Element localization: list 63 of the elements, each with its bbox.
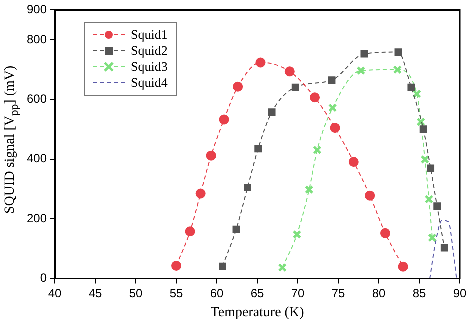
y-tick-label: 0 — [40, 271, 48, 286]
x-axis-title: Temperature (K) — [210, 305, 305, 320]
x-tick-label: 45 — [88, 286, 103, 300]
point — [330, 123, 340, 134]
point — [428, 233, 437, 242]
point — [420, 126, 428, 133]
point — [434, 202, 442, 210]
point — [365, 190, 376, 201]
point — [196, 188, 206, 199]
point — [284, 66, 295, 77]
x-tick-label: 40 — [48, 286, 62, 300]
point — [380, 228, 390, 238]
point — [219, 114, 230, 125]
legend-label: Squid1 — [131, 27, 168, 43]
point — [292, 84, 300, 92]
legend-label: Squid2 — [131, 43, 168, 59]
point — [232, 226, 240, 234]
x-tick-label: 80 — [372, 286, 386, 300]
line-series — [430, 220, 458, 279]
point — [420, 155, 430, 164]
point — [292, 230, 302, 240]
point — [172, 260, 182, 271]
point — [416, 118, 426, 127]
point — [408, 84, 416, 92]
point — [328, 76, 336, 84]
point — [398, 262, 408, 272]
point — [440, 244, 448, 252]
x-tick-label: 60 — [210, 286, 224, 300]
y-tick-label: 800 — [26, 32, 48, 46]
point — [427, 164, 435, 172]
point — [254, 145, 262, 153]
x-tick-label: 65 — [250, 286, 265, 300]
legend-label: Squid3 — [131, 59, 168, 75]
point — [233, 82, 244, 92]
point — [219, 262, 226, 270]
point — [244, 184, 252, 192]
y-tick-label: 600 — [26, 92, 48, 106]
point — [278, 263, 288, 272]
x-tick-label: 75 — [332, 286, 346, 300]
legend-label: Squid4 — [131, 75, 168, 91]
point — [360, 50, 368, 58]
point — [412, 90, 422, 98]
y-tick-label: 200 — [26, 211, 48, 226]
x-tick-label: 85 — [412, 286, 426, 300]
point — [310, 92, 320, 103]
point — [393, 65, 402, 74]
x-tick-label: 50 — [129, 286, 144, 300]
point — [268, 108, 276, 116]
x-tick-label: 90 — [453, 286, 467, 300]
point — [394, 48, 402, 56]
point — [348, 157, 359, 168]
x-tick-label: 55 — [170, 286, 184, 300]
y-tick-label: 900 — [26, 2, 48, 17]
point — [206, 150, 216, 161]
point — [185, 226, 196, 237]
point — [304, 185, 314, 194]
y-tick-label: 400 — [26, 152, 48, 166]
point — [424, 194, 434, 204]
point — [256, 58, 266, 68]
point — [313, 146, 322, 155]
point — [328, 104, 338, 113]
point — [356, 66, 366, 76]
x-tick-label: 70 — [291, 286, 306, 300]
